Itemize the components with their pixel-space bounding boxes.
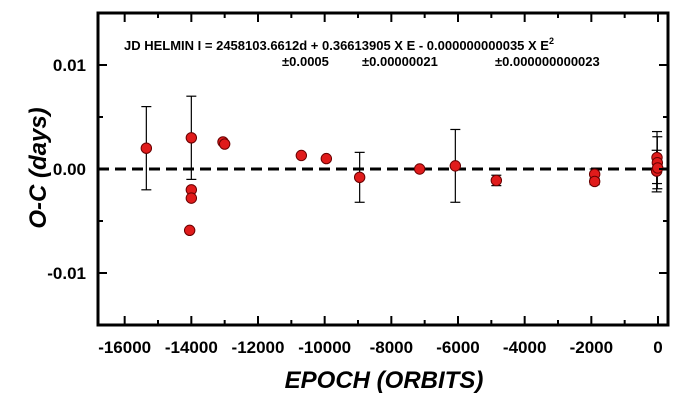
equation-line: JD HELMIN I = 2458103.6612d + 0.36613905… <box>124 36 554 53</box>
equation-error-2: ±0.00000021 <box>362 54 438 69</box>
y-tick-label: 0.00 <box>53 160 86 179</box>
data-point <box>449 160 462 172</box>
x-tick-label: -4000 <box>503 338 546 357</box>
data-point <box>490 174 503 187</box>
data-point <box>185 192 198 204</box>
x-tick-label: -12000 <box>232 338 285 357</box>
x-tick-label: -6000 <box>436 338 479 357</box>
data-point <box>183 224 196 237</box>
equation-exponent: 2 <box>549 36 554 46</box>
x-tick-label: -10000 <box>298 338 351 357</box>
data-point <box>353 171 366 184</box>
equation-text: JD HELMIN I = 2458103.6612d + 0.36613905… <box>124 38 549 53</box>
x-tick-label: -2000 <box>570 338 613 357</box>
data-point <box>185 132 198 144</box>
x-tick-label: -14000 <box>165 338 218 357</box>
y-tick-label: -0.01 <box>47 264 86 283</box>
data-point <box>651 162 664 174</box>
x-tick-label: 0 <box>653 338 662 357</box>
equation-error-3: ±0.000000000023 <box>495 54 600 69</box>
x-tick-label: -8000 <box>370 338 413 357</box>
data-point <box>218 138 231 150</box>
data-point <box>588 175 601 188</box>
data-point <box>295 149 308 162</box>
x-axis-title: EPOCH (ORBITS) <box>285 367 484 394</box>
data-point <box>320 152 333 165</box>
data-point <box>413 163 426 175</box>
equation-error-1: ±0.0005 <box>282 54 329 69</box>
y-axis-title: O-C (days) <box>25 107 52 228</box>
y-tick-label: 0.01 <box>53 56 86 75</box>
data-point <box>140 142 153 154</box>
x-tick-label: -16000 <box>98 338 151 357</box>
